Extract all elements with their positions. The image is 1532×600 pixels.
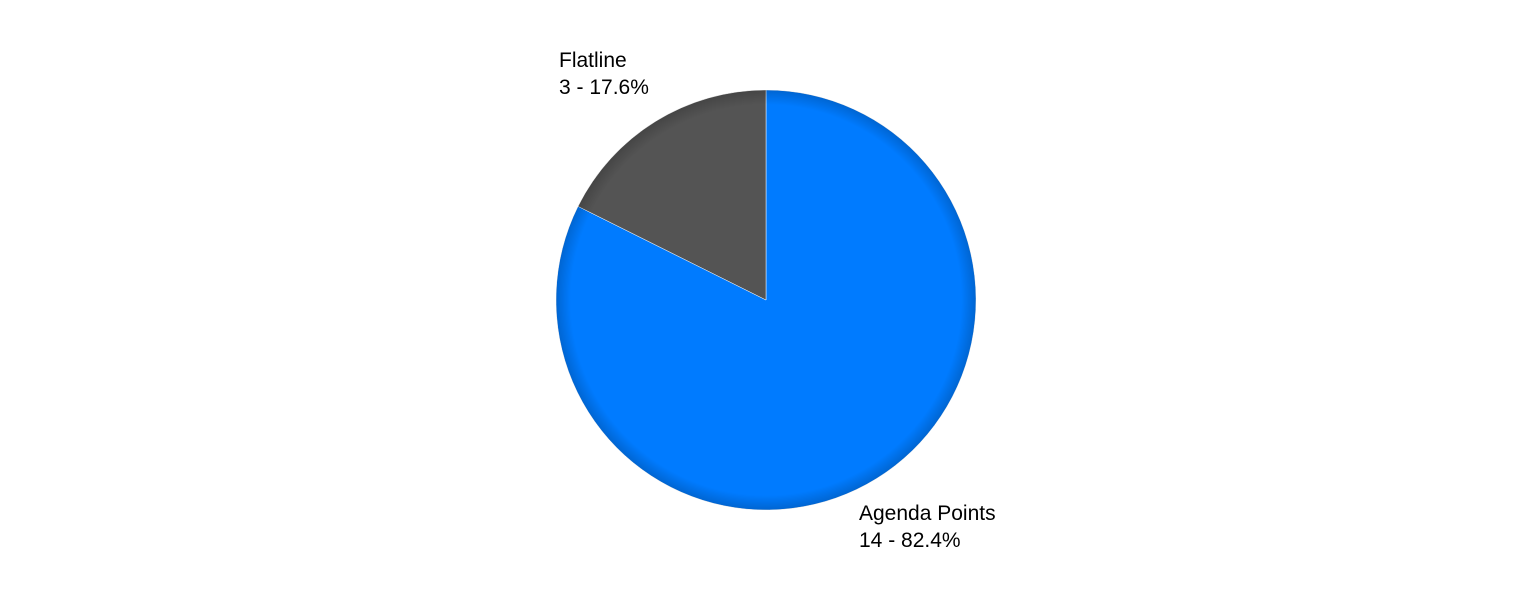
pie-labels: Agenda Points 14 - 82.4% Flatline 3 - 17.6% [559,49,996,552]
pie-slices [555,89,977,511]
slice-value-agenda-points: 14 - 82.4% [859,529,961,552]
slice-label-flatline: Flatline [559,49,627,72]
slice-value-flatline: 3 - 17.6% [559,76,649,99]
slice-label-agenda-points: Agenda Points [859,502,996,525]
